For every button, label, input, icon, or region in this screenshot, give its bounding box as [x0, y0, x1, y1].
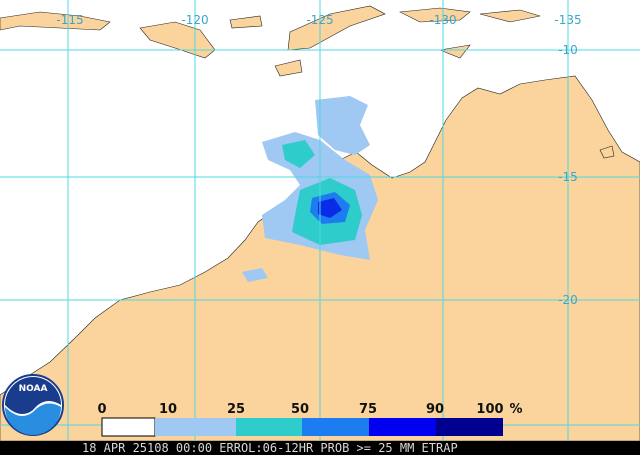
- legend-label: 50: [291, 402, 309, 417]
- lon-label: -115: [56, 13, 83, 27]
- footer-text: 18 APR 25108 00:00 ERROL:06-12HR PROB >=…: [82, 441, 458, 455]
- legend-swatch: [236, 418, 302, 436]
- lon-label: -120: [181, 13, 208, 27]
- logo-text: NOAA: [19, 384, 48, 394]
- lon-label: -135: [554, 13, 581, 27]
- noaa-logo: NOAA: [2, 374, 64, 436]
- legend-label: 100: [476, 402, 503, 417]
- prob-75-90: [318, 198, 342, 218]
- legend-swatch: [155, 418, 236, 436]
- legend-label: 0: [97, 402, 106, 417]
- legend-swatch: [101, 417, 156, 437]
- legend-label: 10: [159, 402, 177, 417]
- legend-swatch: [302, 418, 369, 436]
- legend-label: 90: [426, 402, 444, 417]
- lon-label: -125: [306, 13, 333, 27]
- lat-label: -20: [558, 293, 578, 307]
- legend-unit: %: [509, 402, 522, 417]
- lat-label: -15: [558, 170, 578, 184]
- lon-label: -130: [429, 13, 456, 27]
- legend-swatch: [369, 418, 436, 436]
- prob-10-25: [242, 268, 268, 282]
- prob-25-50: [282, 140, 315, 168]
- lat-label: -10: [558, 43, 578, 57]
- legend: 0 10 25 50 75 90 100 %: [97, 402, 523, 437]
- footer-bar: [0, 441, 640, 455]
- legend-label: 25: [227, 402, 245, 417]
- legend-label: 75: [359, 402, 377, 417]
- prob-10-25: [315, 96, 370, 155]
- legend-swatch: [436, 418, 503, 436]
